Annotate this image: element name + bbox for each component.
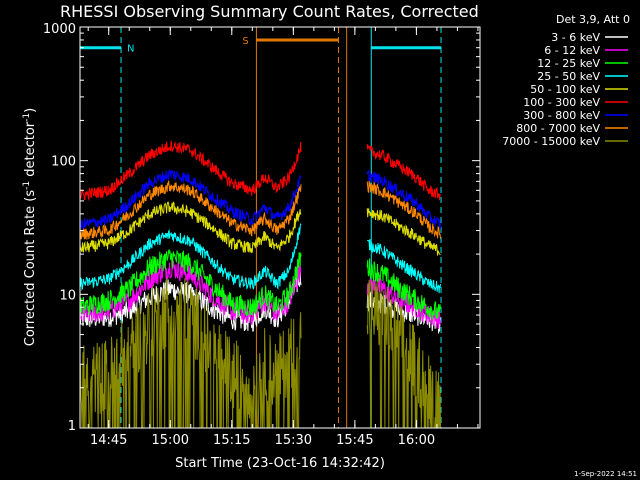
series-4-segment-0 (79, 201, 302, 254)
y-tick-label-0: 1 (68, 419, 76, 434)
x-tick-label-1: 15:00 (152, 433, 189, 448)
legend-label-3: 25 - 50 keV (537, 70, 600, 83)
x-tick-label-4: 15:45 (336, 433, 373, 448)
x-tick-label-0: 14:45 (90, 433, 127, 448)
y-tick-label-3: 1000 (43, 22, 76, 37)
series-3-segment-1 (366, 238, 441, 294)
y-tick-label-2: 100 (51, 155, 76, 170)
legend-label-4: 50 - 100 keV (530, 83, 600, 96)
x-tick-label-5: 16:00 (398, 433, 435, 448)
y-axis-label: Corrected Count Rate (s-1 detector-1) (22, 108, 38, 346)
chart-title: RHESSI Observing Summary Count Rates, Co… (60, 2, 479, 21)
series-7-segment-0 (79, 180, 302, 240)
series-0-segment-0 (79, 270, 302, 332)
legend-header: Det 3,9, Att 0 (556, 13, 630, 26)
y-tick-label-1: 10 (59, 288, 76, 303)
legend-label-2: 12 - 25 keV (537, 57, 600, 70)
x-tick-label-3: 15:30 (275, 433, 312, 448)
x-axis-label: Start Time (23-Oct-16 14:32:42) (175, 456, 385, 471)
series-5-segment-0 (79, 140, 302, 202)
series-1-segment-1 (366, 274, 441, 330)
series-2-segment-1 (366, 258, 441, 320)
legend-label-6: 300 - 800 keV (523, 109, 600, 122)
annotation-label-1: S (242, 36, 248, 47)
footer-date: 1-Sep-2022 14:51 (574, 470, 637, 478)
legend-label-1: 6 - 12 keV (544, 44, 600, 57)
legend-label-0: 3 - 6 keV (551, 31, 600, 44)
series-7-segment-1 (366, 180, 441, 239)
x-tick-label-2: 15:15 (213, 433, 250, 448)
series-8-segment-0 (79, 277, 302, 429)
legend-label-7: 800 - 7000 keV (516, 122, 600, 135)
series-4-segment-1 (366, 207, 441, 256)
series-5-segment-1 (366, 144, 441, 201)
legend-label-8: 7000 - 15000 keV (502, 135, 600, 148)
series-3-segment-0 (79, 223, 302, 291)
annotation-label-0: N (127, 44, 134, 55)
series-2-segment-0 (79, 249, 302, 317)
series-6-segment-0 (79, 169, 302, 231)
plot-frame (79, 26, 481, 429)
series-8-segment-1 (366, 279, 441, 429)
legend-label-5: 100 - 300 keV (523, 96, 600, 109)
series-6-segment-1 (366, 169, 441, 229)
